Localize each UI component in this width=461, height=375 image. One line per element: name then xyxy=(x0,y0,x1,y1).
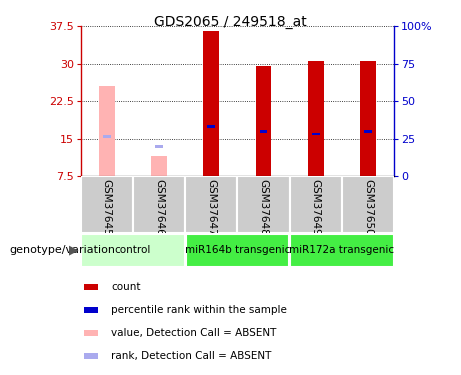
Bar xyxy=(103,135,111,138)
Text: GSM37647: GSM37647 xyxy=(206,179,216,236)
Bar xyxy=(99,86,115,176)
Bar xyxy=(360,61,376,176)
Bar xyxy=(84,353,98,359)
Text: GSM37650: GSM37650 xyxy=(363,179,373,236)
Bar xyxy=(84,284,98,290)
Bar xyxy=(207,125,215,128)
Text: value, Detection Call = ABSENT: value, Detection Call = ABSENT xyxy=(111,328,276,338)
Text: GSM37649: GSM37649 xyxy=(311,179,321,236)
Text: GSM37648: GSM37648 xyxy=(259,179,269,236)
Text: miR164b transgenic: miR164b transgenic xyxy=(185,245,290,255)
Text: GDS2065 / 249518_at: GDS2065 / 249518_at xyxy=(154,15,307,29)
Bar xyxy=(308,61,324,176)
Bar xyxy=(237,176,290,232)
Bar xyxy=(186,234,289,267)
Bar xyxy=(256,66,272,176)
Bar xyxy=(155,145,163,147)
Text: GSM37645: GSM37645 xyxy=(102,179,112,236)
Bar xyxy=(84,308,98,313)
Text: percentile rank within the sample: percentile rank within the sample xyxy=(111,305,287,315)
Text: miR172a transgenic: miR172a transgenic xyxy=(290,245,395,255)
Text: genotype/variation: genotype/variation xyxy=(9,245,115,255)
Text: ▶: ▶ xyxy=(69,244,78,257)
Bar xyxy=(312,132,319,135)
Bar xyxy=(364,130,372,132)
Bar xyxy=(81,234,185,267)
Bar xyxy=(84,330,98,336)
Text: control: control xyxy=(115,245,151,255)
Bar xyxy=(151,156,167,176)
Text: rank, Detection Call = ABSENT: rank, Detection Call = ABSENT xyxy=(111,351,271,361)
Text: count: count xyxy=(111,282,141,292)
Bar xyxy=(260,130,267,132)
Bar xyxy=(342,176,394,232)
Bar xyxy=(81,176,133,232)
Bar xyxy=(203,31,219,176)
Bar xyxy=(133,176,185,232)
Text: GSM37646: GSM37646 xyxy=(154,179,164,236)
Bar xyxy=(290,234,394,267)
Bar xyxy=(290,176,342,232)
Bar xyxy=(185,176,237,232)
